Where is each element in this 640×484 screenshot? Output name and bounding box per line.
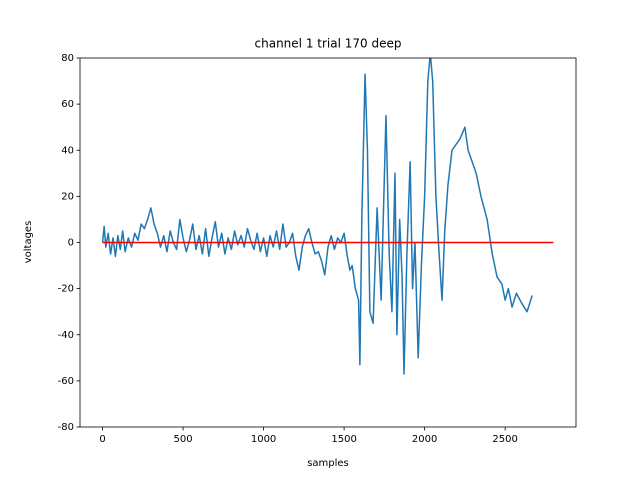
y-tick-label: 0 [68, 238, 74, 249]
x-tick-label: 1000 [251, 434, 276, 445]
plot-lines [101, 58, 554, 375]
chart-title: channel 1 trial 170 deep [255, 37, 402, 51]
y-tick-label: -20 [58, 284, 74, 295]
y-tick-label: 80 [61, 53, 74, 64]
y-tick-label: 20 [61, 191, 74, 202]
x-tick-label: 1500 [331, 434, 356, 445]
y-axis-label: voltages [23, 221, 34, 264]
x-axis-label: samples [307, 458, 349, 469]
x-tick-label: 2500 [492, 434, 517, 445]
x-tick-label: 2000 [412, 434, 437, 445]
y-tick-label: -40 [58, 330, 74, 341]
x-tick-label: 0 [99, 434, 105, 445]
y-tick-label: 60 [61, 99, 74, 110]
y-tick-label: 40 [61, 145, 74, 156]
series-line [101, 58, 533, 375]
y-tick-label: -60 [58, 376, 74, 387]
y-tick-label: -80 [58, 422, 74, 433]
x-tick-label: 500 [174, 434, 193, 445]
